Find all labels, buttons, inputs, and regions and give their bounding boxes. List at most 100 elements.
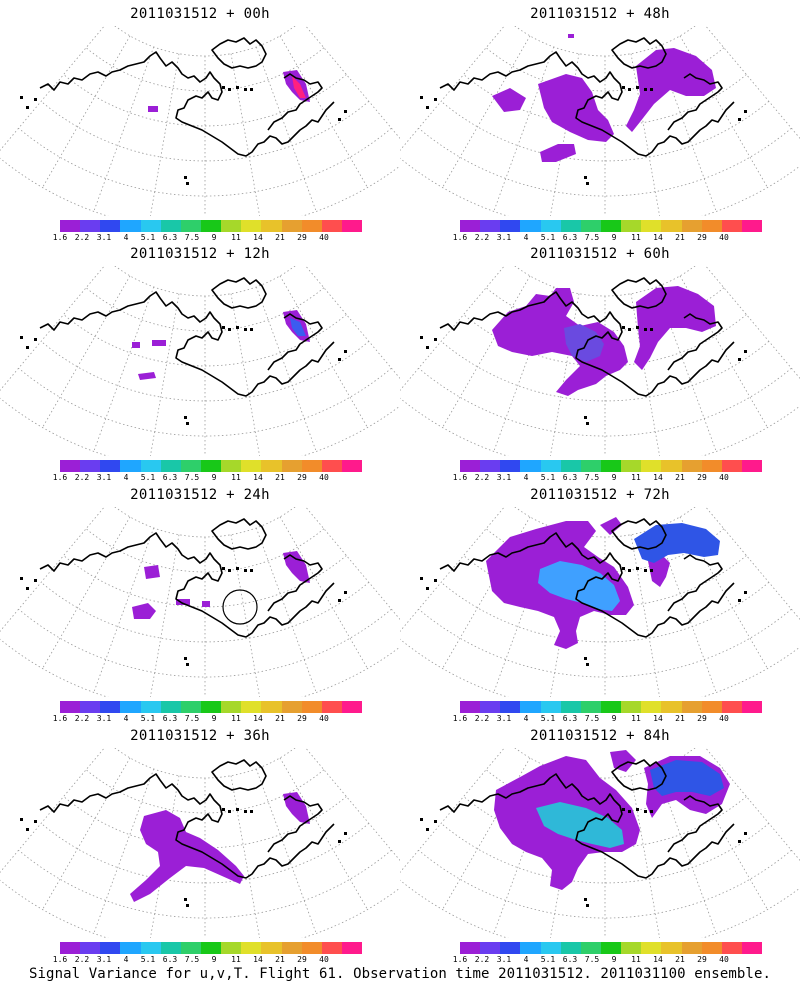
colorbar-tick-label: 9 (211, 714, 217, 723)
island (344, 350, 347, 353)
colorbar-swatch (520, 942, 541, 954)
colorbar-swatch (600, 701, 622, 713)
latitude-circle (0, 157, 400, 216)
colorbar-swatch (681, 220, 702, 232)
island (738, 840, 741, 843)
colorbar-tick-label: 40 (719, 955, 729, 964)
colorbar-swatch (480, 701, 501, 713)
island (20, 577, 23, 580)
latitude-circle (85, 287, 325, 332)
colorbar-tick-label: 11 (231, 233, 241, 242)
forecast-panel: 2011031512 + 72h 1.6 2.2 3.1 4 5.1 6.3 7.5 9 11 14… (400, 481, 800, 727)
colorbar-tick-label: 2.2 (474, 955, 490, 964)
island (744, 110, 747, 113)
colorbar-tick-label: 11 (231, 473, 241, 482)
colorbar-swatch (480, 220, 501, 232)
island (584, 898, 587, 901)
colorbar-swatch (721, 460, 742, 472)
variance-area (132, 565, 210, 619)
colorbar-swatch (60, 701, 81, 713)
colorbar-tick-label: 21 (275, 714, 285, 723)
colorbar-swatch (221, 701, 242, 713)
colorbar (460, 942, 763, 954)
island (228, 569, 231, 572)
colorbar-tick-label: 3.1 (96, 714, 112, 723)
coastline (439, 532, 735, 638)
arctic-islands-outline (611, 277, 667, 309)
colorbar-swatch (661, 460, 682, 472)
island (628, 328, 631, 331)
observation-circle (222, 589, 258, 625)
island (426, 587, 429, 590)
colorbar-swatch (180, 220, 201, 232)
forecast-panel: 2011031512 + 84h 1.6 2.2 3.1 4 5.1 6.3 7.5 9 11 14… (400, 722, 800, 968)
meridian-line (255, 46, 317, 212)
colorbar-swatch (641, 220, 662, 232)
colorbar-tick-label: 14 (253, 473, 263, 482)
colorbar-tick-label: 3.1 (496, 955, 512, 964)
colorbar-swatch (480, 460, 501, 472)
colorbar-swatch (60, 460, 81, 472)
meridian-line (0, 507, 105, 632)
colorbar-swatch (180, 942, 201, 954)
colorbar-swatch (741, 220, 763, 232)
colorbar-swatch (560, 701, 581, 713)
island (222, 86, 225, 89)
colorbar-swatch (200, 701, 222, 713)
colorbar-tick-label: 11 (231, 714, 241, 723)
island (184, 176, 187, 179)
meridian-line (305, 266, 400, 380)
island (236, 567, 239, 570)
colorbar-tick-label: 2.2 (474, 473, 490, 482)
polar-map (400, 748, 800, 938)
figure-caption: Signal Variance for u,v,T. Flight 61. Ob… (29, 966, 771, 982)
colorbar-swatch (580, 942, 601, 954)
colorbar-swatch (80, 701, 101, 713)
colorbar-swatch (321, 942, 342, 954)
coastline (439, 291, 735, 397)
colorbar-tick-label: 29 (697, 473, 707, 482)
arctic-islands-outline (611, 518, 667, 550)
coastline (267, 73, 323, 131)
colorbar-swatch (681, 460, 702, 472)
colorbar-swatch (100, 460, 121, 472)
colorbar-swatch (460, 220, 481, 232)
meridian-line (705, 507, 800, 621)
island (338, 840, 341, 843)
latitude-circle (440, 822, 770, 884)
meridian-line (0, 266, 105, 391)
colorbar-tick-label: 1.6 (452, 233, 468, 242)
island (644, 328, 647, 331)
meridian-line (305, 507, 400, 621)
island (636, 808, 639, 811)
colorbar-tick-label: 4 (523, 473, 529, 482)
colorbar-swatch (600, 460, 622, 472)
island (222, 326, 225, 329)
island (26, 828, 29, 831)
island (650, 569, 653, 572)
colorbar-tick-label: 29 (297, 955, 307, 964)
colorbar-swatch (241, 220, 262, 232)
latitude-circle (514, 507, 696, 538)
colorbar-tick-label: 14 (253, 714, 263, 723)
latitude-circle (18, 608, 392, 678)
variance-area (492, 288, 628, 396)
variance-area (148, 106, 158, 112)
colorbar-swatch (261, 220, 282, 232)
colorbar-swatch (580, 220, 601, 232)
coastline (39, 532, 335, 638)
meridian-line (149, 775, 180, 938)
colorbar-tick-label: 5.1 (140, 714, 156, 723)
island (20, 96, 23, 99)
colorbar-swatch (480, 942, 501, 954)
coastline (667, 313, 723, 371)
colorbar-swatch (741, 701, 763, 713)
colorbar-tick-label: 5.1 (540, 473, 556, 482)
colorbar-swatch (641, 701, 662, 713)
graticule (0, 507, 400, 697)
colorbar-tick-label: 5.1 (140, 955, 156, 964)
colorbar-tick-label: 3.1 (96, 233, 112, 242)
colorbar (60, 220, 363, 232)
latitude-circle (400, 397, 800, 456)
colorbar-swatch (540, 942, 561, 954)
